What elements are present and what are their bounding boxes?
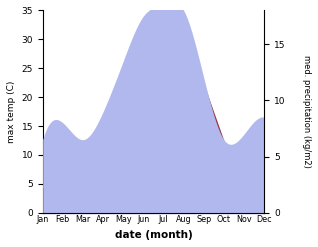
Y-axis label: max temp (C): max temp (C) — [7, 80, 16, 143]
Y-axis label: med. precipitation (kg/m2): med. precipitation (kg/m2) — [302, 55, 311, 168]
X-axis label: date (month): date (month) — [114, 230, 192, 240]
